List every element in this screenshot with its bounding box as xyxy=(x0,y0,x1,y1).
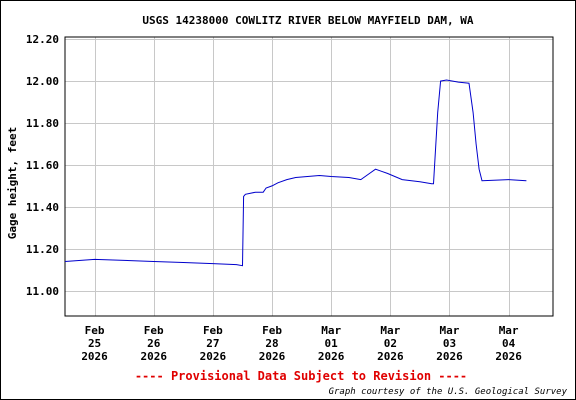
x-tick-label: 2026 xyxy=(259,350,286,363)
y-tick-label: 11.60 xyxy=(26,159,59,172)
x-tick-label: 2026 xyxy=(495,350,522,363)
y-tick-label: 12.20 xyxy=(26,33,59,46)
gage-height-series-line xyxy=(64,79,527,267)
x-tick-label: 01 xyxy=(325,337,339,350)
x-tick-label: 25 xyxy=(88,337,101,350)
x-tick-label: 2026 xyxy=(436,350,463,363)
x-tick-label: 2026 xyxy=(81,350,108,363)
x-tick-label: 27 xyxy=(206,337,219,350)
y-tick-label: 11.40 xyxy=(26,201,59,214)
x-tick-label: 28 xyxy=(265,337,278,350)
x-tick-label: Feb xyxy=(203,324,223,337)
x-tick-label: Feb xyxy=(262,324,282,337)
provisional-notice: ---- Provisional Data Subject to Revisio… xyxy=(135,369,467,383)
grid-lines xyxy=(65,37,553,316)
x-tick-labels: Feb252026Feb262026Feb272026Feb282026Mar0… xyxy=(81,324,522,363)
x-tick-label: 26 xyxy=(147,337,161,350)
x-tick-label: 2026 xyxy=(318,350,345,363)
x-tick-label: Mar xyxy=(440,324,460,337)
x-tick-label: Feb xyxy=(144,324,164,337)
x-tick-label: 2026 xyxy=(140,350,167,363)
x-tick-label: 04 xyxy=(502,337,516,350)
x-tick-label: 03 xyxy=(443,337,456,350)
graph-credit: Graph courtesy of the U.S. Geological Su… xyxy=(329,387,568,397)
x-tick-label: Mar xyxy=(321,324,341,337)
y-tick-label: 11.80 xyxy=(26,117,59,130)
x-tick-label: 02 xyxy=(384,337,397,350)
y-tick-labels: 11.00 11.20 11.40 11.60 11.80 12.00 12.20 xyxy=(26,33,59,298)
y-tick-label: 11.00 xyxy=(26,285,59,298)
x-tick-label: 2026 xyxy=(200,350,227,363)
chart-title: USGS 14238000 COWLITZ RIVER BELOW MAYFIE… xyxy=(142,14,474,27)
x-tick-label: Mar xyxy=(380,324,400,337)
x-tick-label: 2026 xyxy=(377,350,404,363)
y-tick-label: 11.20 xyxy=(26,243,59,256)
y-axis-label: Gage height, feet xyxy=(6,127,19,240)
y-tick-label: 12.00 xyxy=(26,75,59,88)
x-tick-label: Feb xyxy=(85,324,105,337)
x-tick-label: Mar xyxy=(499,324,519,337)
plot-area xyxy=(64,36,554,317)
